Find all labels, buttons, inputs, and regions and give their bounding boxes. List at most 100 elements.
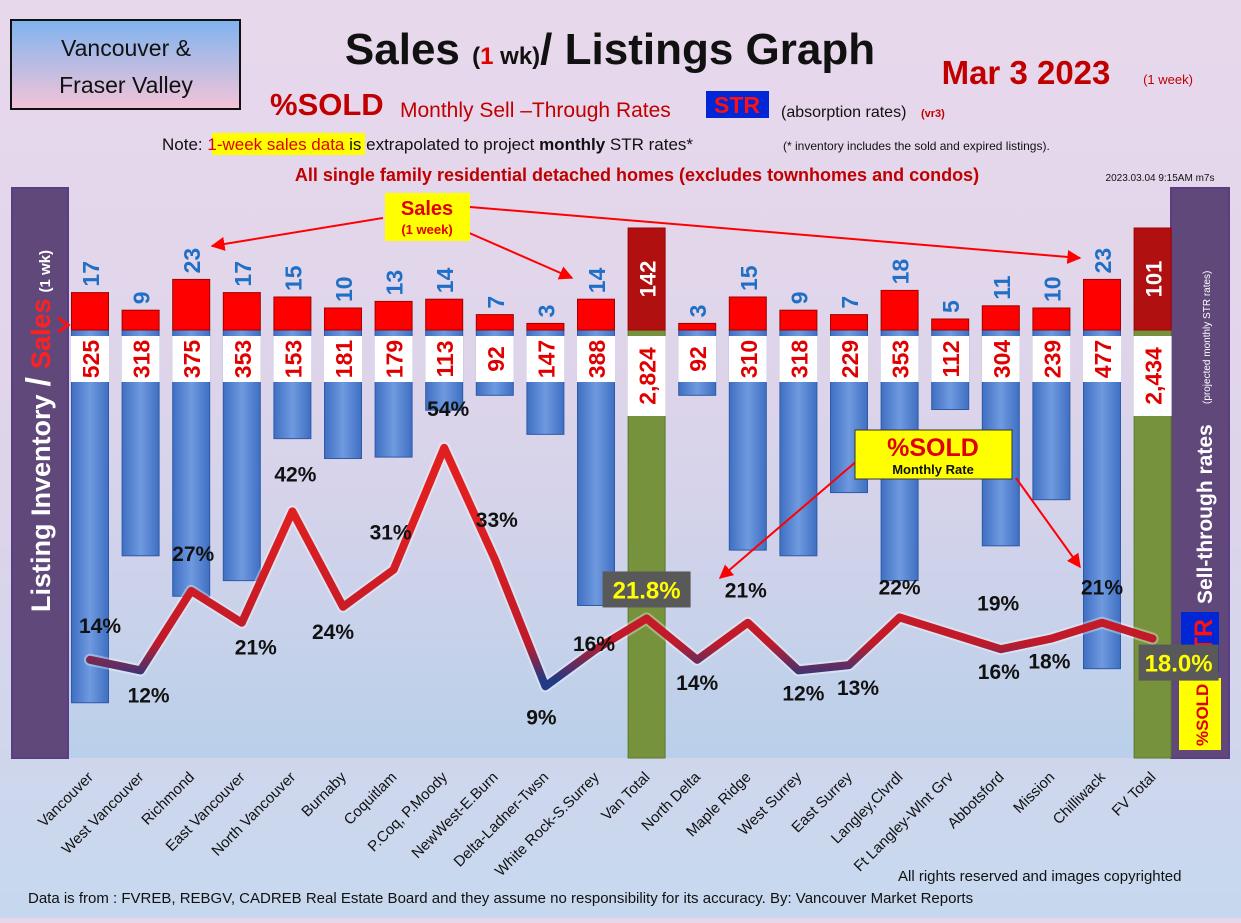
- str-label-north-delta: 14%: [676, 672, 718, 695]
- title-wk: wk): [493, 43, 540, 70]
- footer-rights: All rights reserved and images copyright…: [898, 868, 1181, 885]
- str-label-maple-ridge: 21%: [725, 580, 767, 603]
- region-line-1: Vancouver &: [61, 35, 191, 61]
- left-axis-panel: [11, 187, 69, 759]
- str-badge-box: [706, 91, 769, 118]
- str-label-abbotsford: 16%: [978, 661, 1020, 684]
- inventory-label-box-north-delta: [678, 336, 717, 382]
- sales-label-east-surrey: 7: [837, 296, 863, 309]
- right-axis-small: (projected monthly STR rates): [1202, 271, 1213, 404]
- str-badge-text: STR: [714, 92, 760, 118]
- sales-bar-van-total: [627, 227, 666, 331]
- sales-callout-box: [385, 193, 470, 241]
- inventory-label-box-east-vancouver: [222, 336, 261, 382]
- sales-bar-maple-ridge: [728, 296, 767, 331]
- str-label-van-total: 21.8%: [613, 577, 681, 604]
- title-part-listings: / Listings Graph: [540, 25, 875, 74]
- sales-bar-vancouver: [71, 292, 109, 331]
- sales-bar-coquitlam: [374, 300, 413, 331]
- left-axis-unit: (1 wk): [37, 250, 54, 293]
- sales-label-chilliwack: 23: [1090, 248, 1116, 274]
- sold-callout-title: %SOLD: [887, 434, 979, 462]
- inventory-label-north-delta: 92: [685, 346, 711, 372]
- note-bold: monthly: [539, 135, 606, 154]
- sell-through-text: Monthly Sell –Through Rates: [400, 99, 671, 122]
- sales-label-west-vancouver: 9: [129, 291, 155, 304]
- str-label-east-surrey: 13%: [837, 677, 879, 700]
- sales-bar-chilliwack: [1083, 278, 1121, 331]
- inventory-label-maple-ridge: 310: [736, 340, 762, 378]
- inventory-label-box-van-total: [627, 336, 666, 416]
- inventory-label-box-north-vancouver: [273, 336, 312, 382]
- inventory-label-p-coq-p-moody: 113: [432, 340, 458, 377]
- inventory-labels: 525 318 375 353 153 181 179 113 92 147 388 2,824 92 3…: [71, 336, 1172, 416]
- sold-callout-sub: Monthly Rate: [892, 462, 974, 477]
- inventory-label-box-newwest-e-burn: [475, 336, 514, 382]
- str-line-path: [86, 443, 1157, 691]
- inventory-label-box-burnaby: [324, 336, 362, 382]
- inventory-label-box-langley-clvrdl: [880, 336, 919, 382]
- inventory-label-box-maple-ridge: [728, 336, 767, 382]
- inventory-label-box-ft-langley-wlnt-grv: [931, 336, 970, 382]
- footer-source: Data is from : FVREB, REBGV, CADREB Real…: [28, 890, 973, 907]
- inventory-label-box-p-coq-p-moody: [425, 336, 464, 382]
- sales-label-langley-clvrdl: 18: [888, 259, 914, 285]
- sales-label-coquitlam: 13: [382, 270, 408, 296]
- inventory-label-box-chilliwack: [1083, 336, 1121, 382]
- title-part-sales: Sales: [345, 25, 472, 74]
- sales-bar-north-delta: [678, 322, 717, 331]
- inventory-label-box-east-surrey: [830, 336, 868, 382]
- note-highlight-bg: [212, 133, 365, 155]
- sales-callout-sub: (1 week): [401, 222, 452, 237]
- inventory-label-box-mission: [1032, 336, 1071, 382]
- main-title: Sales (1 wk)/ Listings Graph: [345, 25, 875, 74]
- inventory-bar-vancouver: [71, 329, 109, 704]
- inventory-label-chilliwack: 477: [1090, 340, 1116, 378]
- str-label-burnaby: 24%: [312, 621, 354, 644]
- str-total-box-van-total: [602, 571, 691, 608]
- sold-arrow-right: [1015, 477, 1081, 569]
- sales-bar-white-rock-s-surrey: [577, 298, 615, 331]
- title-one: 1: [480, 43, 493, 70]
- sales-label-abbotsford: 11: [989, 275, 1015, 300]
- inventory-label-van-total: 2,824: [635, 347, 661, 405]
- sales-label-ft-langley-wlnt-grv: 5: [938, 300, 964, 313]
- report-date: Mar 3 2023: [942, 54, 1111, 91]
- str-label-east-vancouver: 21%: [235, 637, 277, 660]
- inventory-label-box-fv-total: [1133, 336, 1172, 416]
- inventory-label-box-coquitlam: [374, 336, 413, 382]
- str-label-delta-ladner-twsn: 9%: [526, 706, 557, 729]
- left-axis-inventory: Listing Inventory: [26, 394, 56, 612]
- sales-bar-richmond: [172, 278, 211, 331]
- sales-bar-mission: [1032, 307, 1071, 331]
- inventory-label-burnaby: 181: [331, 340, 357, 379]
- str-label-chilliwack: 21%: [1081, 577, 1123, 600]
- sales-bar-p-coq-p-moody: [425, 298, 464, 331]
- sales-bar-east-surrey: [830, 314, 868, 331]
- left-axis-slash: /: [20, 376, 58, 386]
- sales-label-east-vancouver: 17: [230, 261, 256, 287]
- sales-labels: 17 9 23 17 15 10 13 14 7 3 14 142 3 15 9 7 18 5 11 10 23 101: [78, 248, 1167, 318]
- inventory-label-box-abbotsford: [981, 336, 1020, 382]
- sales-label-richmond: 23: [179, 248, 205, 274]
- sales-label-west-surrey: 9: [786, 291, 812, 304]
- sales-label-fv-total: 101: [1142, 261, 1167, 298]
- inventory-label-white-rock-s-surrey: 388: [584, 340, 610, 379]
- str-label-west-vancouver: 12%: [128, 684, 170, 707]
- sales-label-north-delta: 3: [685, 305, 711, 318]
- str-label-west-surrey: 12%: [782, 682, 824, 705]
- inventory-label-richmond: 375: [179, 340, 205, 379]
- str-total-box-fv-total: [1138, 644, 1219, 681]
- inventory-bar-chilliwack: [1083, 329, 1121, 670]
- str-label-north-vancouver: 42%: [274, 463, 316, 486]
- str-label-p-coq-p-moody: 54%: [427, 398, 469, 421]
- note-highlight: 1-week sales data: [207, 135, 345, 154]
- left-axis-sales: Sales: [26, 298, 56, 369]
- sold-arrow-left: [718, 459, 859, 579]
- sales-label-delta-ladner-twsn: 3: [533, 305, 559, 318]
- inventory-label-langley-clvrdl: 353: [888, 340, 914, 378]
- sales-label-maple-ridge: 15: [736, 265, 762, 291]
- inventory-label-box-delta-ladner-twsn: [526, 336, 565, 382]
